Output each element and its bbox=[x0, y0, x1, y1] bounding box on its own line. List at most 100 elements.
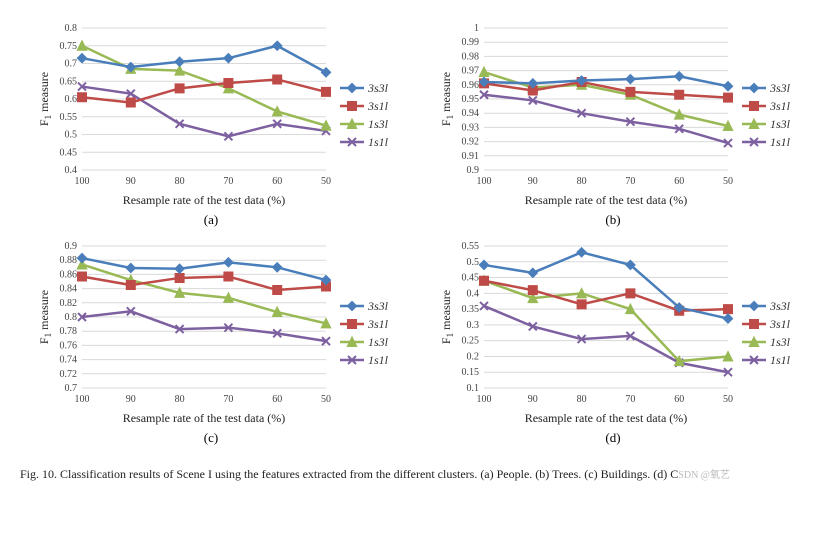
svg-text:80: 80 bbox=[175, 176, 185, 187]
svg-text:0.2: 0.2 bbox=[466, 351, 479, 362]
sublabel-a: (a) bbox=[204, 212, 218, 228]
legend-label: 1s3l bbox=[368, 117, 388, 132]
sublabel-b: (b) bbox=[605, 212, 620, 228]
panel-b: 0.90.910.920.930.940.950.960.970.980.991… bbox=[422, 20, 804, 228]
svg-text:0.84: 0.84 bbox=[59, 284, 77, 295]
chart-a: 0.40.450.50.550.60.650.70.750.8100908070… bbox=[34, 20, 334, 210]
svg-text:50: 50 bbox=[321, 394, 331, 405]
svg-text:0.8: 0.8 bbox=[64, 23, 77, 34]
chart-d: 0.10.150.20.250.30.350.40.450.50.5510090… bbox=[436, 238, 736, 428]
cross-icon bbox=[340, 136, 364, 148]
legend-item-1s1l: 1s1l bbox=[340, 135, 388, 150]
svg-text:0.76: 0.76 bbox=[59, 340, 77, 351]
sublabel-d: (d) bbox=[605, 430, 620, 446]
svg-text:0.88: 0.88 bbox=[59, 255, 77, 266]
svg-text:0.92: 0.92 bbox=[461, 137, 479, 148]
diamond-icon bbox=[742, 300, 766, 312]
svg-text:60: 60 bbox=[272, 394, 282, 405]
legend-label: 3s1l bbox=[770, 317, 790, 332]
legend-item-3s1l: 3s1l bbox=[340, 317, 388, 332]
svg-text:Resample rate of the test data: Resample rate of the test data (%) bbox=[525, 411, 688, 425]
watermark: SDN @氧艺 bbox=[678, 470, 730, 481]
sublabel-c: (c) bbox=[204, 430, 218, 446]
legend-item-3s1l: 3s1l bbox=[742, 99, 790, 114]
svg-text:0.55: 0.55 bbox=[59, 112, 77, 123]
legend-label: 3s3l bbox=[368, 81, 388, 96]
svg-text:70: 70 bbox=[223, 176, 233, 187]
svg-text:50: 50 bbox=[321, 176, 331, 187]
caption-text: Fig. 10. Classification results of Scene… bbox=[20, 467, 678, 481]
legend-label: 3s1l bbox=[770, 99, 790, 114]
diamond-icon bbox=[340, 300, 364, 312]
svg-text:80: 80 bbox=[577, 394, 587, 405]
svg-text:0.7: 0.7 bbox=[64, 383, 77, 394]
legend-label: 3s3l bbox=[770, 81, 790, 96]
legend-item-1s3l: 1s3l bbox=[340, 117, 388, 132]
svg-text:0.1: 0.1 bbox=[466, 383, 479, 394]
svg-text:0.75: 0.75 bbox=[59, 41, 77, 52]
svg-text:70: 70 bbox=[223, 394, 233, 405]
svg-text:0.4: 0.4 bbox=[466, 288, 479, 299]
svg-text:100: 100 bbox=[74, 176, 89, 187]
legend-label: 1s3l bbox=[770, 335, 790, 350]
svg-text:90: 90 bbox=[126, 394, 136, 405]
svg-text:100: 100 bbox=[476, 176, 491, 187]
svg-text:0.91: 0.91 bbox=[461, 151, 479, 162]
legend-item-1s3l: 1s3l bbox=[742, 335, 790, 350]
legend-label: 3s3l bbox=[770, 299, 790, 314]
panel-c: 0.70.720.740.760.780.80.820.840.860.880.… bbox=[20, 238, 402, 446]
svg-text:70: 70 bbox=[625, 176, 635, 187]
cross-icon bbox=[340, 354, 364, 366]
svg-text:0.45: 0.45 bbox=[461, 273, 479, 284]
chart-b: 0.90.910.920.930.940.950.960.970.980.991… bbox=[436, 20, 736, 210]
svg-text:0.3: 0.3 bbox=[466, 320, 479, 331]
svg-text:0.8: 0.8 bbox=[64, 312, 77, 323]
legend-item-3s1l: 3s1l bbox=[742, 317, 790, 332]
square-icon bbox=[742, 318, 766, 330]
svg-text:0.98: 0.98 bbox=[461, 51, 479, 62]
legend-item-1s1l: 1s1l bbox=[742, 135, 790, 150]
legend-a: 3s3l3s1l1s3l1s1l bbox=[340, 78, 388, 153]
legend-item-1s3l: 1s3l bbox=[742, 117, 790, 132]
svg-text:0.74: 0.74 bbox=[59, 355, 77, 366]
legend-item-3s3l: 3s3l bbox=[340, 299, 388, 314]
triangle-icon bbox=[742, 336, 766, 348]
svg-text:90: 90 bbox=[528, 176, 538, 187]
legend-label: 3s3l bbox=[368, 299, 388, 314]
svg-text:80: 80 bbox=[175, 394, 185, 405]
svg-text:Resample rate of the test data: Resample rate of the test data (%) bbox=[123, 193, 286, 207]
diamond-icon bbox=[742, 82, 766, 94]
panel-a: 0.40.450.50.550.60.650.70.750.8100908070… bbox=[20, 20, 402, 228]
triangle-icon bbox=[742, 118, 766, 130]
legend-d: 3s3l3s1l1s3l1s1l bbox=[742, 296, 790, 371]
svg-text:50: 50 bbox=[723, 176, 733, 187]
triangle-icon bbox=[340, 336, 364, 348]
svg-text:70: 70 bbox=[625, 394, 635, 405]
svg-text:0.15: 0.15 bbox=[461, 367, 479, 378]
svg-text:0.65: 0.65 bbox=[59, 76, 77, 87]
svg-text:0.72: 0.72 bbox=[59, 369, 77, 380]
svg-text:0.9: 0.9 bbox=[64, 241, 77, 252]
svg-text:F1 measure: F1 measure bbox=[37, 290, 53, 344]
svg-text:60: 60 bbox=[272, 176, 282, 187]
svg-text:0.78: 0.78 bbox=[59, 326, 77, 337]
svg-text:1: 1 bbox=[474, 23, 479, 34]
legend-item-1s1l: 1s1l bbox=[340, 353, 388, 368]
square-icon bbox=[742, 100, 766, 112]
square-icon bbox=[340, 100, 364, 112]
svg-text:0.9: 0.9 bbox=[466, 165, 479, 176]
square-icon bbox=[340, 318, 364, 330]
svg-text:100: 100 bbox=[74, 394, 89, 405]
legend-item-3s3l: 3s3l bbox=[742, 299, 790, 314]
figure-caption: Fig. 10. Classification results of Scene… bbox=[20, 466, 804, 482]
svg-text:60: 60 bbox=[674, 394, 684, 405]
svg-text:0.94: 0.94 bbox=[461, 108, 479, 119]
cross-icon bbox=[742, 354, 766, 366]
svg-text:Resample rate of the test data: Resample rate of the test data (%) bbox=[525, 193, 688, 207]
legend-b: 3s3l 3s1l 1s3l 1s1l bbox=[742, 78, 790, 153]
svg-text:0.82: 0.82 bbox=[59, 298, 77, 309]
svg-text:90: 90 bbox=[126, 176, 136, 187]
svg-text:Resample rate of the test data: Resample rate of the test data (%) bbox=[123, 411, 286, 425]
diamond-icon bbox=[340, 82, 364, 94]
svg-text:F1 measure: F1 measure bbox=[439, 72, 455, 126]
